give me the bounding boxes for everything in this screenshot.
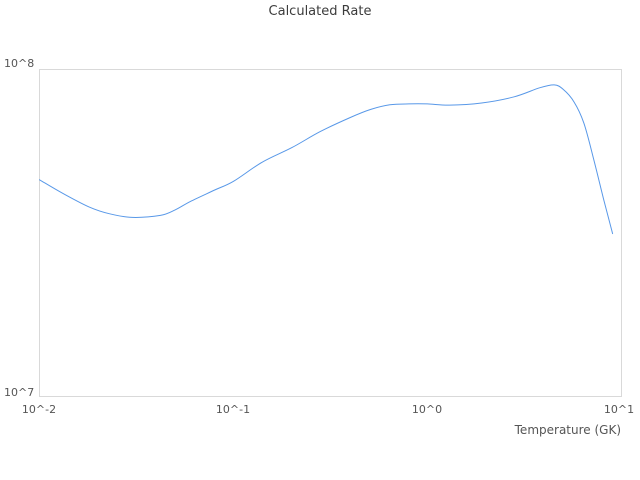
x-axis-title: Temperature (GK) [514, 423, 621, 437]
rate-line-series [39, 84, 614, 235]
plot-border [39, 69, 622, 397]
chart-title: Calculated Rate [268, 4, 372, 19]
y-tick-label-1e8: 10^8 [4, 57, 35, 70]
x-tick-label-1e0: 10^0 [411, 403, 443, 416]
x-tick-label-1e-2: 10^-2 [21, 403, 57, 416]
x-tick-label-1e-1: 10^-1 [215, 403, 251, 416]
x-tick-label-1e1: 10^1 [603, 403, 635, 416]
y-tick-label-1e7: 10^7 [4, 386, 35, 399]
